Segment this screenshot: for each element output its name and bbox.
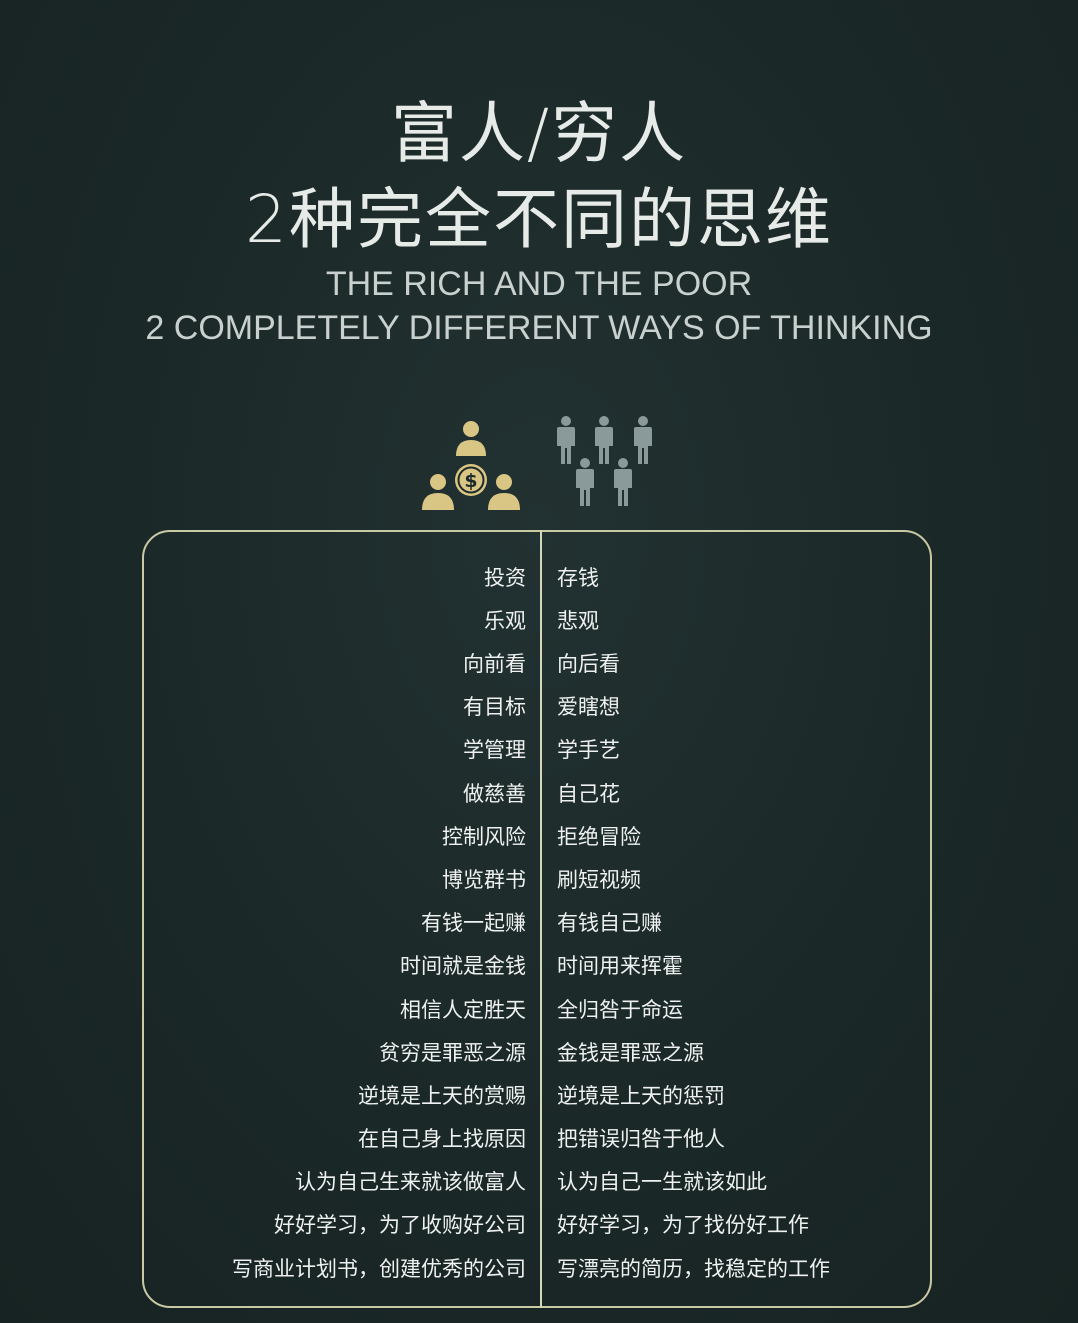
comparison-panel: [142, 530, 932, 1308]
poor-mindset-text: 拒绝冒险: [557, 825, 641, 849]
comparison-row: 好好学习，为了收购好公司 好好学习，为了找份好工作: [0, 1204, 1078, 1247]
comparison-row: 向前看 向后看: [0, 643, 1078, 686]
comparison-row: 控制风险 拒绝冒险: [0, 816, 1078, 859]
rich-mindset-text: 学管理: [463, 738, 526, 762]
poor-mindset-text: 把错误归咎于他人: [557, 1127, 725, 1151]
comparison-row: 有钱一起赚 有钱自己赚: [0, 902, 1078, 945]
title-line-2: 2种完全不同的思维: [245, 181, 833, 258]
comparison-row: 乐观 悲观: [0, 600, 1078, 643]
comparison-row: 写商业计划书，创建优秀的公司 写漂亮的简历，找稳定的工作: [0, 1248, 1078, 1291]
poor-mindset-text: 爱瞎想: [557, 695, 620, 719]
subtitle-line-1: THE RICH AND THE POOR: [325, 265, 753, 303]
rich-mindset-text: 相信人定胜天: [400, 998, 526, 1022]
rich-mindset-text: 有钱一起赚: [421, 911, 526, 935]
poor-mindset-text: 自己花: [557, 782, 620, 806]
rich-mindset-text: 认为自己生来就该做富人: [295, 1170, 526, 1194]
poor-mindset-text: 向后看: [557, 652, 620, 676]
rich-mindset-text: 有目标: [463, 695, 526, 719]
svg-text:$: $: [464, 470, 477, 492]
comparison-row: 逆境是上天的赏赐 逆境是上天的惩罚: [0, 1075, 1078, 1118]
poor-mindset-text: 认为自己一生就该如此: [557, 1170, 767, 1194]
rich-mindset-text: 在自己身上找原因: [358, 1127, 526, 1151]
comparison-row: 认为自己生来就该做富人 认为自己一生就该如此: [0, 1161, 1078, 1204]
rich-people-with-dollar-icon: $: [422, 421, 520, 510]
comparison-row: 投资 存钱: [0, 557, 1078, 600]
rich-mindset-text: 贫穷是罪恶之源: [379, 1041, 526, 1065]
poor-mindset-text: 写漂亮的简历，找稳定的工作: [557, 1257, 830, 1281]
poor-mindset-text: 时间用来挥霍: [557, 954, 683, 978]
rich-mindset-text: 写商业计划书，创建优秀的公司: [232, 1257, 526, 1281]
subtitle-line-2: 2 COMPLETELY DIFFERENT WAYS OF THINKING: [145, 309, 933, 347]
rich-mindset-text: 好好学习，为了收购好公司: [274, 1213, 526, 1237]
poor-mindset-text: 逆境是上天的惩罚: [557, 1084, 725, 1108]
comparison-row: 贫穷是罪恶之源 金钱是罪恶之源: [0, 1032, 1078, 1075]
poor-mindset-text: 好好学习，为了找份好工作: [557, 1213, 809, 1237]
comparison-row: 在自己身上找原因 把错误归咎于他人: [0, 1118, 1078, 1161]
rich-mindset-text: 向前看: [463, 652, 526, 676]
comparison-row: 相信人定胜天 全归咎于命运: [0, 989, 1078, 1032]
crowd-of-people-icon: [557, 416, 652, 506]
comparison-row: 学管理 学手艺: [0, 729, 1078, 772]
comparison-row: 时间就是金钱 时间用来挥霍: [0, 945, 1078, 988]
rich-mindset-text: 做慈善: [463, 782, 526, 806]
column-divider: [540, 530, 542, 1308]
poor-mindset-text: 有钱自己赚: [557, 911, 662, 935]
rich-mindset-text: 投资: [484, 566, 526, 590]
poor-mindset-text: 刷短视频: [557, 868, 641, 892]
poor-mindset-text: 存钱: [557, 566, 599, 590]
poor-mindset-text: 学手艺: [557, 738, 620, 762]
comparison-row: 做慈善 自己花: [0, 773, 1078, 816]
rich-mindset-text: 时间就是金钱: [400, 954, 526, 978]
title-line-1: 富人/穷人: [390, 95, 688, 172]
rich-mindset-text: 乐观: [484, 609, 526, 633]
rich-mindset-text: 博览群书: [442, 868, 526, 892]
poor-mindset-text: 悲观: [557, 609, 599, 633]
rich-mindset-text: 控制风险: [442, 825, 526, 849]
comparison-row: 有目标 爱瞎想: [0, 686, 1078, 729]
comparison-row: 博览群书 刷短视频: [0, 859, 1078, 902]
poor-mindset-text: 金钱是罪恶之源: [557, 1041, 704, 1065]
rich-mindset-text: 逆境是上天的赏赐: [358, 1084, 526, 1108]
poor-mindset-text: 全归咎于命运: [557, 998, 683, 1022]
